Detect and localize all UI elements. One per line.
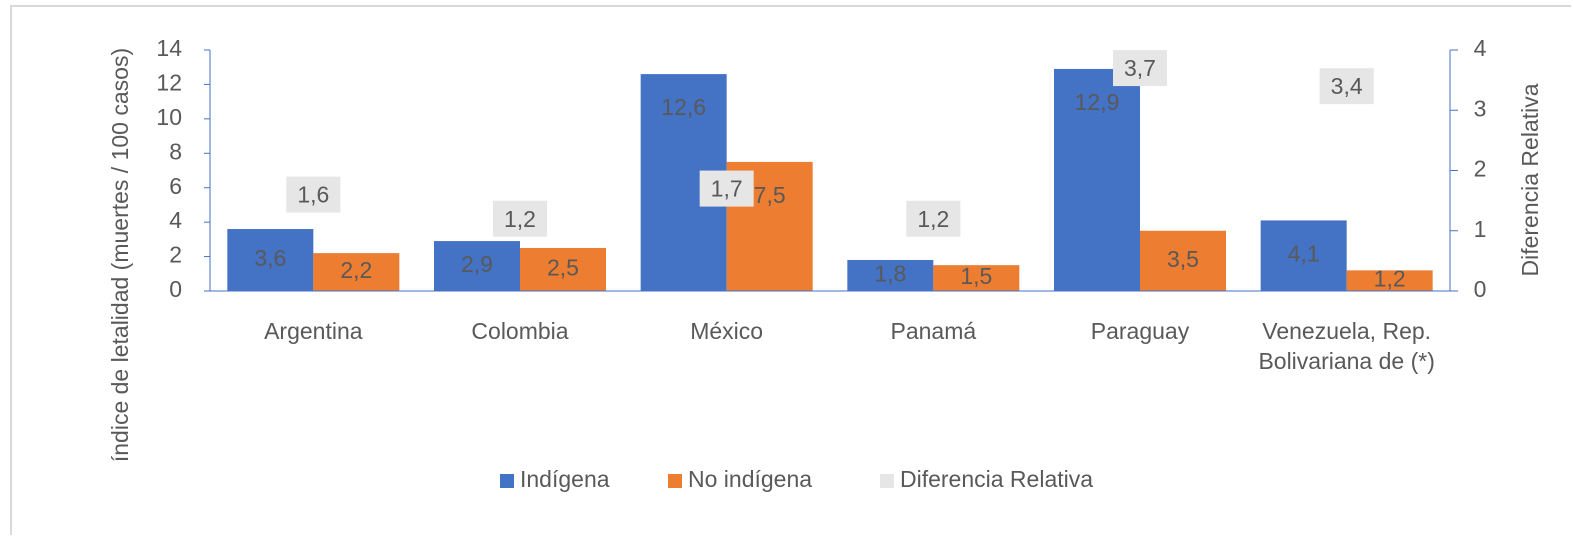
relative-difference-box [1113, 50, 1167, 87]
legend-swatch [880, 474, 894, 488]
bar [1054, 68, 1140, 291]
y2-tick-label: 2 [1474, 156, 1487, 182]
x-tick-label: Colombia [471, 318, 569, 344]
data-label: 12,9 [1075, 89, 1120, 115]
legend-swatch [500, 474, 514, 488]
data-label: 12,6 [661, 94, 706, 120]
data-label: 7,5 [754, 182, 786, 208]
y-axis-title: índice de letalidad (muertes / 100 casos… [107, 47, 133, 463]
y-tick-label: 8 [169, 138, 182, 164]
x-tick-label: Venezuela, Rep. Bolivariana de (*) [1258, 318, 1435, 374]
chart-border [10, 5, 1571, 535]
legend-label: Indígena [520, 466, 610, 492]
data-label: 2,5 [547, 255, 579, 281]
data-label: 1,6 [297, 182, 329, 208]
y-tick-label: 0 [169, 276, 182, 302]
x-tick-label: Panamá [890, 318, 977, 344]
data-label: 1,7 [711, 176, 743, 202]
data-label: 3,6 [254, 245, 286, 271]
relative-difference-box [1319, 68, 1374, 105]
legend-label: No indígena [688, 466, 812, 492]
x-tick-label: Argentina [264, 318, 363, 344]
y-tick-label: 6 [169, 173, 182, 199]
bar [520, 247, 606, 291]
data-label: 1,2 [917, 206, 949, 232]
relative-difference-box [699, 170, 754, 207]
legend-label: Diferencia Relativa [900, 466, 1093, 492]
data-label: 2,9 [461, 251, 493, 277]
bar [1260, 220, 1347, 291]
bar [227, 229, 314, 291]
relative-difference-box [906, 200, 961, 237]
relative-difference-box [286, 176, 341, 213]
data-label: 3,4 [1331, 73, 1363, 99]
bar [933, 265, 1020, 291]
x-tick-label: México [690, 318, 764, 344]
data-label: 2,2 [340, 257, 372, 283]
y2-tick-label: 0 [1474, 276, 1487, 302]
y2-tick-label: 1 [1474, 216, 1487, 242]
data-label: 3,7 [1124, 55, 1156, 81]
y2-tick-label: 3 [1474, 95, 1487, 121]
bar [847, 260, 934, 291]
bar [1346, 270, 1433, 291]
y-tick-label: 4 [169, 207, 182, 233]
legend-swatch [668, 474, 682, 488]
data-label: 1,5 [960, 263, 992, 289]
data-label: 1,2 [1374, 266, 1406, 292]
data-label: 1,2 [504, 206, 536, 232]
y-tick-label: 14 [156, 35, 182, 61]
data-label: 3,5 [1167, 246, 1199, 272]
y-tick-label: 2 [169, 242, 182, 268]
relative-difference-box [493, 200, 547, 237]
bar [434, 241, 520, 291]
x-tick-label: Paraguay [1090, 318, 1190, 344]
y-tick-label: 10 [156, 104, 182, 130]
y2-tick-label: 4 [1474, 35, 1487, 61]
data-label: 4,1 [1288, 240, 1320, 266]
data-label: 1,8 [874, 261, 906, 287]
bar [1140, 230, 1226, 291]
y-tick-label: 12 [156, 70, 182, 96]
y2-axis-title: Diferencia Relativa [1517, 83, 1543, 277]
bar [313, 253, 400, 291]
